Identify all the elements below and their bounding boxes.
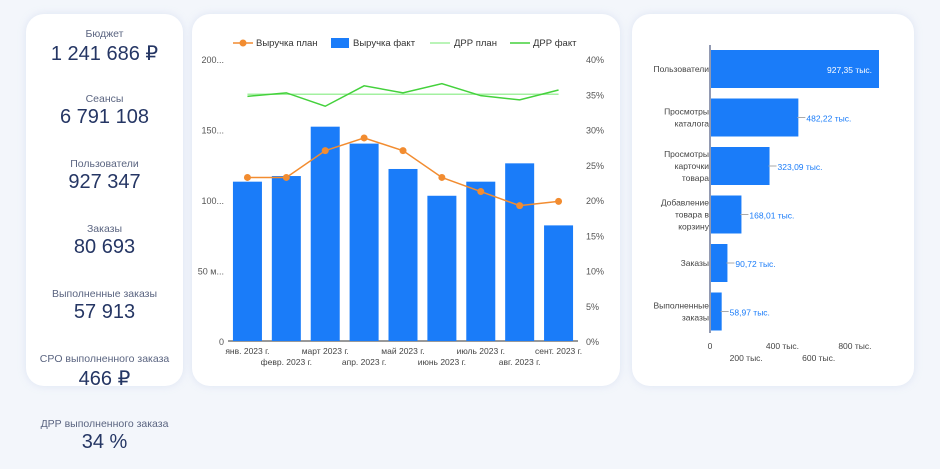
kpi-label: Пользователи xyxy=(70,158,139,170)
kpi-value: 6 791 108 xyxy=(60,106,149,128)
revenue-plan-point xyxy=(282,173,290,181)
x-tick-label: май 2023 г. xyxy=(381,346,424,356)
y-tick-label: 100... xyxy=(201,196,224,206)
funnel-category-label: товара в xyxy=(675,210,709,220)
funnel-category-label: Просмотры xyxy=(664,149,709,159)
legend-label: Выручка план xyxy=(256,38,318,49)
funnel-category-label: товара xyxy=(682,173,709,183)
x-tick-label: март 2023 г. xyxy=(302,346,349,356)
x-tick-label: 600 тыс. xyxy=(802,353,835,363)
y-tick-label: 0 xyxy=(219,337,224,347)
legend-fact-swatch xyxy=(331,38,349,48)
funnel-value-label: 482,22 тыс. xyxy=(806,114,851,124)
kpi-label: Сеансы xyxy=(85,93,124,105)
funnel-bar xyxy=(711,147,770,185)
funnel-bar xyxy=(711,292,722,331)
kpi-value: 34 % xyxy=(81,431,128,453)
revenue-fact-bar xyxy=(466,181,496,341)
revenue-plan-point xyxy=(321,147,329,155)
y2-tick-label: 25% xyxy=(586,161,604,171)
kpi-value: 466 ₽ xyxy=(78,368,131,390)
revenue-plan-point xyxy=(243,173,251,181)
x-tick-label: янв. 2023 г. xyxy=(225,346,269,356)
y2-tick-label: 10% xyxy=(586,267,604,277)
revenue-fact-bar xyxy=(349,143,379,341)
x-tick-label: 200 тыс. xyxy=(730,353,763,363)
y2-tick-label: 0% xyxy=(586,337,599,347)
funnel-category-label: Пользователи xyxy=(654,64,710,74)
x-tick-label: июнь 2023 г. xyxy=(418,357,466,367)
y2-tick-label: 40% xyxy=(586,55,604,65)
funnel-value-label: 58,97 тыс. xyxy=(730,308,770,318)
funnel-bar xyxy=(711,244,728,282)
x-tick-label: апр. 2023 г. xyxy=(342,357,386,367)
kpi-5: CPO выполненного заказа 466 ₽ xyxy=(26,339,183,404)
funnel-category-label: Добавление xyxy=(661,198,709,208)
kpi-3: Заказы 80 693 xyxy=(26,209,183,274)
kpi-label: Бюджет xyxy=(85,28,124,40)
revenue-plan-point xyxy=(516,202,524,210)
kpi-value: 927 347 xyxy=(68,171,141,193)
revenue-plan-point xyxy=(438,173,446,181)
funnel-category-label: заказы xyxy=(682,313,709,323)
y-tick-label: 150... xyxy=(201,126,224,136)
kpi-label: ДРР выполненного заказа xyxy=(40,418,169,430)
funnel-category-label: Выполненные xyxy=(653,301,709,311)
funnel-value-label: 90,72 тыс. xyxy=(735,259,775,269)
kpi-value: 80 693 xyxy=(73,236,136,258)
funnel-category-label: карточки xyxy=(675,161,710,171)
y2-tick-label: 20% xyxy=(586,196,604,206)
charts-layer: 0 50 м... 100... 150... 200... 0% 5% 10% 15% 20% 2… xyxy=(198,38,879,367)
x-tick-label: сент. 2023 г. xyxy=(535,346,582,356)
y2-tick-label: 30% xyxy=(586,126,604,136)
kpi-value: 1 241 686 ₽ xyxy=(50,43,159,65)
y2-tick-label: 35% xyxy=(586,90,604,100)
x-tick-label: 400 тыс. xyxy=(766,341,799,351)
kpi-value: 57 913 xyxy=(73,301,136,323)
funnel-bar xyxy=(711,195,742,234)
funnel-category-label: Заказы xyxy=(681,258,709,268)
kpi-label: Выполненные заказы xyxy=(51,288,158,300)
revenue-plan-point xyxy=(360,134,368,142)
revenue-fact-bar xyxy=(388,168,418,341)
funnel-category-label: корзину xyxy=(678,222,710,232)
revenue-fact-bar xyxy=(505,163,535,341)
revenue-fact-bar xyxy=(232,181,262,341)
x-tick-label: авг. 2023 г. xyxy=(499,357,541,367)
kpi-6: ДРР выполненного заказа 34 % xyxy=(26,404,183,469)
x-tick-label: февр. 2023 г. xyxy=(261,357,312,367)
y2-tick-label: 5% xyxy=(586,302,599,312)
kpi-label: Заказы xyxy=(86,223,123,235)
revenue-plan-point xyxy=(477,188,485,196)
legend-label: ДРР факт xyxy=(533,38,577,49)
kpi-4: Выполненные заказы 57 913 xyxy=(26,274,183,339)
funnel-value-label: 927,35 тыс. xyxy=(827,65,872,75)
kpi-label: CPO выполненного заказа xyxy=(39,353,170,365)
legend-label: ДРР план xyxy=(454,38,497,49)
x-tick-label: 800 тыс. xyxy=(838,341,871,351)
kpi-2: Пользователи 927 347 xyxy=(26,144,183,209)
kpi-0: Бюджет 1 241 686 ₽ xyxy=(26,14,183,79)
funnel-bar xyxy=(711,98,799,137)
revenue-fact-bar xyxy=(271,176,301,341)
funnel-category-label: каталога xyxy=(675,119,710,129)
kpi-1: Сеансы 6 791 108 xyxy=(26,79,183,144)
funnel-value-label: 323,09 тыс. xyxy=(778,162,823,172)
funnel-category-label: Просмотры xyxy=(664,107,709,117)
y2-tick-label: 15% xyxy=(586,231,604,241)
revenue-fact-bar xyxy=(544,225,574,341)
drr-fact-line xyxy=(247,82,559,108)
legend-label: Выручка факт xyxy=(353,38,416,49)
x-tick-label: июль 2023 г. xyxy=(457,346,505,356)
funnel-value-label: 168,01 тыс. xyxy=(749,211,794,221)
x-tick-label: 0 xyxy=(708,341,713,351)
legend-plan-dot xyxy=(239,39,247,47)
revenue-plan-point xyxy=(555,197,563,205)
y-tick-label: 50 м... xyxy=(198,267,224,277)
funnel-bar xyxy=(711,50,879,88)
revenue-plan-point xyxy=(399,147,407,155)
revenue-fact-bar xyxy=(427,195,457,341)
y-tick-label: 200... xyxy=(201,55,224,65)
revenue-fact-bar xyxy=(310,126,340,342)
